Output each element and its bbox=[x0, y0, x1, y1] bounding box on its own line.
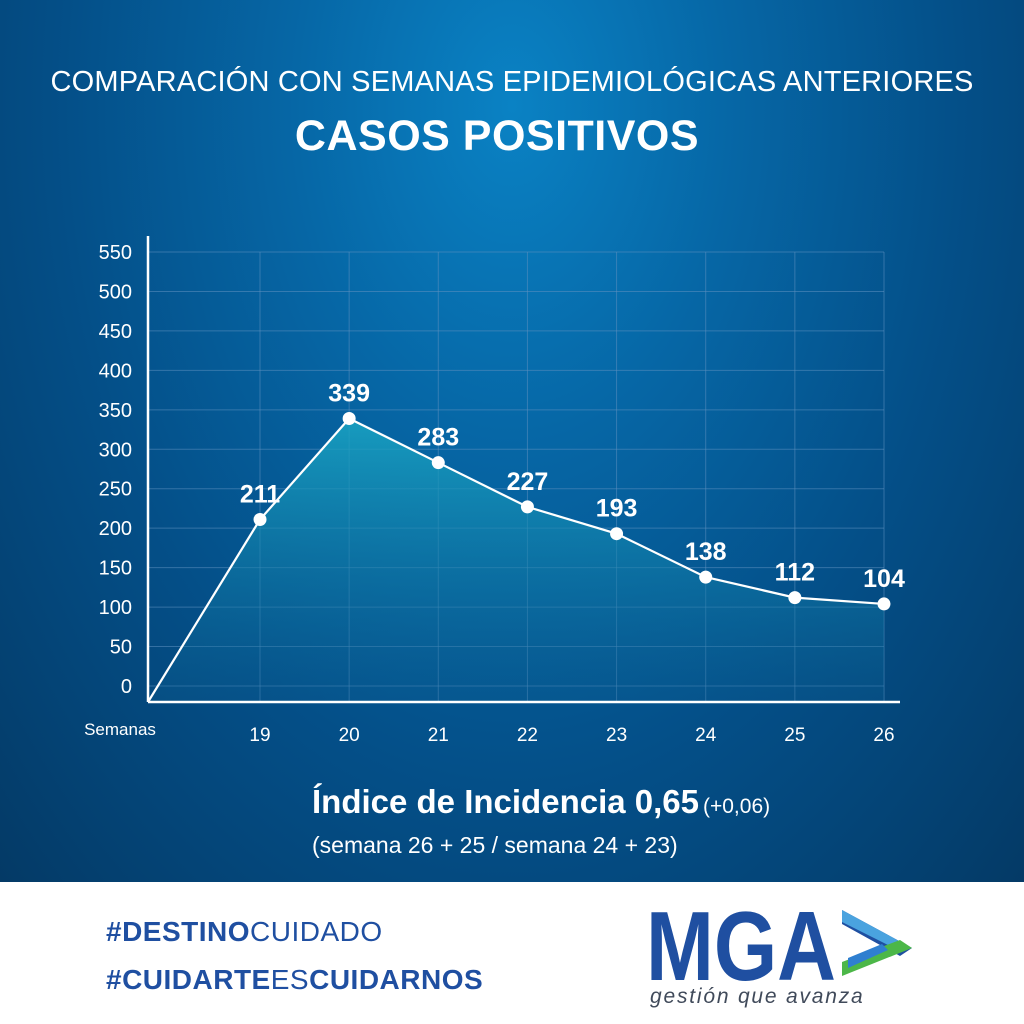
y-tick-label: 500 bbox=[99, 281, 132, 303]
hashtag-destino-cuidado: #DESTINOCUIDADO bbox=[106, 916, 383, 948]
y-tick-label: 400 bbox=[99, 360, 132, 382]
x-tick-label: 19 bbox=[249, 725, 270, 746]
data-label: 104 bbox=[863, 565, 905, 593]
chart-title: CASOS POSITIVOS bbox=[294, 112, 700, 160]
y-tick-label: 100 bbox=[99, 597, 132, 619]
x-tick-label: 24 bbox=[695, 725, 717, 746]
data-label: 227 bbox=[507, 468, 549, 496]
x-tick-label: 26 bbox=[873, 725, 894, 746]
x-axis-title: Semanas bbox=[84, 720, 156, 739]
incidence-formula: (semana 26 + 25 / semana 24 + 23) bbox=[312, 832, 678, 858]
incidence-label: Índice de Incidencia 0,65 bbox=[312, 783, 699, 820]
axes bbox=[146, 236, 900, 704]
mga-logo: MGA bbox=[646, 902, 912, 988]
hashtag1-bold: #DESTINO bbox=[106, 916, 251, 947]
line-area-chart: 211 339 283 227 193 138 112 104 0 50 100 150 200 250… bbox=[84, 236, 905, 746]
data-label: 112 bbox=[775, 559, 815, 587]
data-label: 193 bbox=[596, 495, 638, 523]
chart-subtitle: COMPARACIÓN CON SEMANAS EPIDEMIOLÓGICAS … bbox=[50, 66, 974, 98]
data-point bbox=[699, 570, 713, 584]
x-tick-label: 22 bbox=[517, 725, 538, 746]
data-point bbox=[253, 513, 267, 527]
hashtag2-bold-a: #CUIDARTE bbox=[106, 964, 271, 995]
data-label: 211 bbox=[240, 481, 280, 509]
data-point bbox=[520, 500, 534, 514]
data-point bbox=[877, 597, 891, 611]
y-tick-label: 0 bbox=[121, 676, 132, 698]
hashtag1-light: CUIDADO bbox=[250, 916, 383, 947]
data-point bbox=[431, 456, 445, 470]
y-tick-label: 450 bbox=[99, 321, 132, 343]
y-tick-label: 250 bbox=[99, 479, 132, 501]
logo-text: MGA bbox=[646, 902, 836, 988]
y-tick-label: 550 bbox=[99, 242, 132, 264]
data-point bbox=[610, 527, 624, 541]
incidence-delta: (+0,06) bbox=[703, 795, 771, 818]
x-tick-label: 20 bbox=[339, 725, 360, 746]
x-tick-label: 23 bbox=[606, 725, 627, 746]
data-label: 138 bbox=[685, 538, 727, 566]
logo-arrow-icon bbox=[842, 910, 912, 976]
y-tick-label: 150 bbox=[99, 558, 132, 580]
logo-tagline: gestión que avanza bbox=[650, 985, 865, 1008]
y-tick-label: 50 bbox=[110, 637, 132, 659]
data-point bbox=[788, 591, 802, 605]
hashtag2-light: ES bbox=[270, 964, 310, 995]
x-tick-label: 25 bbox=[784, 725, 805, 746]
series-area bbox=[148, 418, 884, 702]
data-label: 283 bbox=[417, 424, 459, 452]
data-point bbox=[342, 411, 356, 425]
hashtag-cuidarte-es-cuidarnos: #CUIDARTEESCUIDARNOS bbox=[106, 964, 483, 996]
data-label: 339 bbox=[328, 379, 370, 407]
y-tick-label: 350 bbox=[99, 400, 132, 422]
hashtag2-bold-b: CUIDARNOS bbox=[309, 964, 484, 995]
incidence-index: Índice de Incidencia 0,65 (+0,06) bbox=[312, 783, 770, 821]
y-tick-label: 200 bbox=[99, 518, 132, 540]
y-tick-label: 300 bbox=[99, 439, 132, 461]
x-tick-label: 21 bbox=[428, 725, 449, 746]
chart-panel: COMPARACIÓN CON SEMANAS EPIDEMIOLÓGICAS … bbox=[0, 0, 1024, 882]
